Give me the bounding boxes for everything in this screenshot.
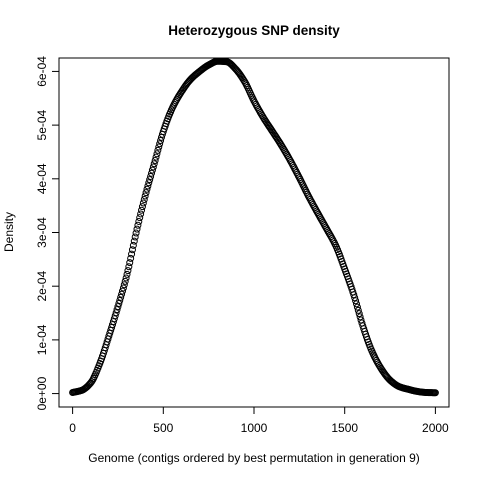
data-point [151,157,159,165]
y-tick-label: 2e-04 [35,271,49,302]
data-points-layer [69,57,439,397]
data-point [154,146,162,154]
data-point [132,229,140,237]
y-axis-ticks: 0e+00 1e-04 2e-04 3e-04 4e-04 5e-04 6e-04 [35,56,59,410]
data-point [141,192,149,200]
x-axis-label: Genome (contigs ordered by best permutat… [88,451,420,465]
y-axis-label: Density [2,212,16,252]
data-point [119,284,127,292]
data-point [118,290,126,298]
data-point [138,206,146,214]
x-tick-label: 500 [153,421,173,435]
data-point [431,389,439,397]
data-point [155,143,163,151]
y-tick-label: 5e-04 [35,109,49,140]
y-tick-label: 4e-04 [35,163,49,194]
data-point [352,297,360,305]
data-point [113,306,121,314]
data-point [142,189,150,197]
data-point [123,270,131,278]
data-point [124,267,132,275]
data-point [135,217,143,225]
data-point [145,179,153,187]
data-point [146,176,154,184]
data-point [137,210,145,218]
data-point [118,287,126,295]
data-point [134,221,142,229]
data-point [120,281,128,289]
data-point [117,293,125,301]
x-tick-label: 0 [69,421,76,435]
x-tick-label: 2000 [422,421,449,435]
data-point [140,195,148,203]
data-point [354,306,362,314]
data-point [149,163,157,171]
data-point [138,203,146,211]
data-point [241,78,249,86]
y-tick-label: 6e-04 [35,56,49,87]
data-point [139,199,147,207]
data-point [156,140,164,148]
y-tick-label: 3e-04 [35,217,49,248]
data-point [144,182,152,190]
data-point [130,237,138,245]
data-point [148,169,156,177]
data-point [125,263,133,271]
data-point [152,153,160,161]
data-point [122,274,130,282]
data-point [136,214,144,222]
x-axis-ticks: 0 500 1000 1500 2000 [69,407,449,435]
data-point [148,166,156,174]
data-point [356,313,364,321]
chart-title: Heterozygous SNP density [168,23,340,38]
data-point [112,309,120,317]
y-tick-label: 1e-04 [35,324,49,355]
data-point [143,185,151,193]
data-point [131,233,139,241]
data-point [157,136,165,144]
data-point [128,246,136,254]
data-point [129,241,137,249]
data-point [153,150,161,158]
data-point [126,259,134,267]
plot-frame [58,57,450,408]
x-tick-label: 1500 [331,421,358,435]
data-point [351,294,359,302]
data-point [111,312,119,320]
y-tick-label: 0e+00 [35,376,49,410]
x-tick-label: 1000 [241,421,268,435]
data-point [355,310,363,318]
data-point [133,225,141,233]
data-point [121,277,129,285]
data-point [110,315,118,323]
data-point [128,250,136,258]
data-point [127,254,135,262]
data-point [115,300,123,308]
data-point [150,160,158,168]
data-point [114,303,122,311]
data-point [147,172,155,180]
data-point [352,300,360,308]
data-point [353,303,361,311]
data-point [116,296,124,304]
